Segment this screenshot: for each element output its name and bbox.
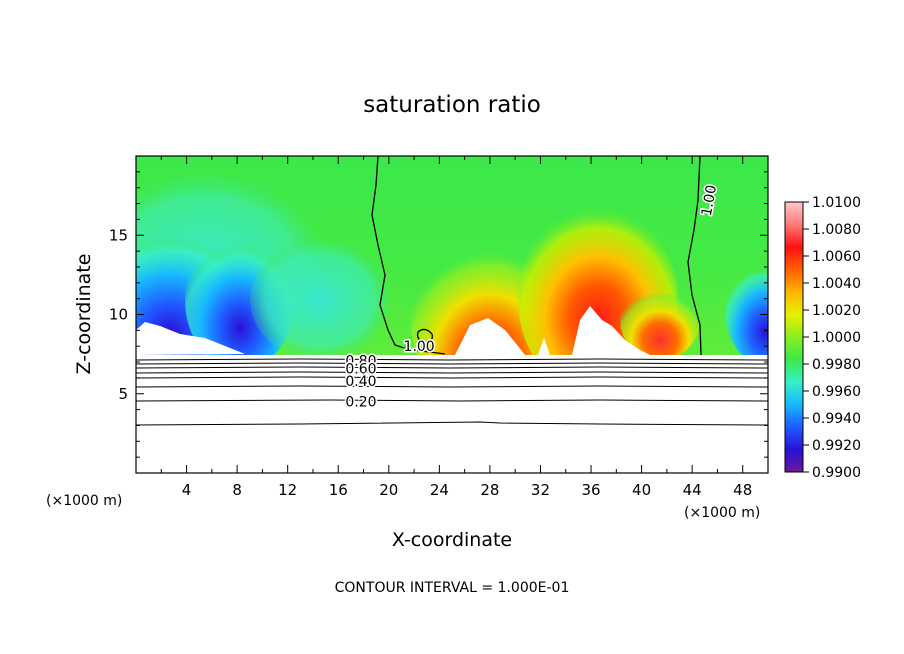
colorbar-tick-label: 1.0040 bbox=[812, 276, 861, 292]
contour-line-0.50 bbox=[135, 371, 769, 374]
colorbar-tick-label: 0.9960 bbox=[812, 384, 861, 400]
contour-1.00-right bbox=[687, 155, 702, 356]
subcloud-region bbox=[136, 355, 768, 473]
x-tick-label: 32 bbox=[531, 481, 550, 499]
x-axis-label: X-coordinate bbox=[392, 529, 512, 551]
colorbar-tick-label: 0.9980 bbox=[812, 357, 861, 373]
colorbar-bar bbox=[784, 201, 804, 473]
colorbar-tick-label: 0.9920 bbox=[812, 438, 861, 454]
x-tick-label: 24 bbox=[430, 481, 449, 499]
saturation-contours bbox=[371, 155, 702, 356]
x-tick-label: 16 bbox=[329, 481, 348, 499]
contour-label: 0.20 bbox=[345, 395, 376, 411]
y-tick-label: 15 bbox=[109, 226, 128, 244]
field-clear-plume1 bbox=[455, 318, 525, 355]
contour-line-0.40 bbox=[135, 376, 769, 379]
contour-label: 0.40 bbox=[345, 374, 376, 390]
contour-interval-note: CONTOUR INTERVAL = 1.000E-01 bbox=[335, 580, 570, 596]
contour-line-0.30 bbox=[135, 385, 769, 388]
contour-label: 0.80 bbox=[345, 353, 376, 369]
colorbar-tick-label: 0.9940 bbox=[812, 411, 861, 427]
contour-line-0.80 bbox=[135, 358, 769, 361]
colorbar-tick-label: 1.0060 bbox=[812, 249, 861, 265]
x-tick-label: 8 bbox=[232, 481, 242, 499]
colorbar: 1.0100 1.0080 1.0060 1.0040 1.0020 1.0000 0.99… bbox=[784, 195, 861, 481]
x-tick-label: 44 bbox=[683, 481, 702, 499]
colorbar-tick-label: 1.0000 bbox=[812, 330, 861, 346]
x-tick-label: 36 bbox=[581, 481, 600, 499]
colorbar-tick-label: 0.9900 bbox=[812, 465, 861, 481]
field-cool-right bbox=[725, 255, 768, 355]
contour-label: 0.60 bbox=[345, 361, 376, 377]
y-axis-label: Z-coordinate bbox=[73, 254, 95, 375]
x-axis-ticks: 4 8 12 16 20 24 28 32 36 40 44 48 bbox=[160, 156, 752, 499]
y-axis-ticks: 5 10 15 bbox=[109, 171, 768, 458]
chart-title: saturation ratio bbox=[363, 92, 541, 118]
x-tick-label: 48 bbox=[733, 481, 752, 499]
x-unit-right: (×1000 m) bbox=[684, 505, 760, 521]
x-unit-left: (×1000 m) bbox=[46, 493, 122, 509]
y-tick-label: 10 bbox=[109, 306, 128, 324]
contour-line-0.60 bbox=[135, 366, 769, 369]
field-clear-plume2 bbox=[572, 306, 650, 355]
contour-labels: 1.001.000.800.600.400.20 bbox=[344, 182, 722, 412]
contour-1.00-left bbox=[371, 155, 446, 355]
field-clear-left bbox=[136, 322, 245, 355]
field-teal-mid bbox=[250, 240, 390, 355]
x-tick-label: 20 bbox=[379, 481, 398, 499]
x-tick-label: 4 bbox=[182, 481, 192, 499]
x-tick-label: 12 bbox=[278, 481, 297, 499]
x-tick-label: 40 bbox=[632, 481, 651, 499]
contour-label: 1.00 bbox=[404, 339, 435, 355]
colorbar-tick-label: 1.0100 bbox=[812, 195, 861, 211]
colorbar-tick-label: 1.0020 bbox=[812, 303, 861, 319]
contour-line-0.70 bbox=[135, 362, 769, 365]
field-clear-notch bbox=[538, 338, 550, 355]
colorbar-ticks: 1.0100 1.0080 1.0060 1.0040 1.0020 1.0000 0.99… bbox=[803, 195, 861, 481]
subcloud-contours bbox=[135, 358, 769, 426]
x-tick-label: 28 bbox=[480, 481, 499, 499]
colorbar-tick-label: 1.0080 bbox=[812, 222, 861, 238]
y-tick-label: 5 bbox=[118, 385, 128, 403]
contour-1.00-loop bbox=[416, 328, 433, 343]
contour-line-0.10 bbox=[135, 421, 769, 426]
contour-line-0.20 bbox=[135, 399, 769, 402]
heatmap-field bbox=[136, 156, 768, 355]
field-plume-edge bbox=[620, 280, 700, 355]
